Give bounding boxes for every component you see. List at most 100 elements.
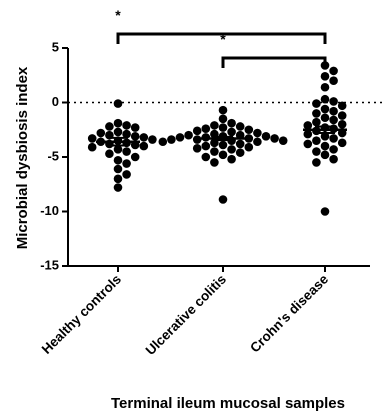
data-point bbox=[312, 158, 321, 167]
data-point bbox=[130, 152, 140, 162]
data-point bbox=[201, 141, 211, 151]
data-point bbox=[227, 127, 236, 137]
data-point bbox=[329, 145, 338, 154]
data-point bbox=[329, 154, 338, 164]
data-point bbox=[244, 142, 254, 152]
data-point bbox=[122, 121, 131, 130]
data-point bbox=[201, 152, 211, 162]
data-point bbox=[227, 154, 236, 164]
data-point bbox=[192, 135, 202, 144]
data-point bbox=[303, 129, 313, 139]
data-point bbox=[122, 170, 131, 179]
data-point bbox=[113, 155, 123, 165]
data-point bbox=[184, 130, 193, 140]
x-category-label: Ulcerative colitis bbox=[143, 272, 229, 358]
data-point bbox=[87, 134, 97, 143]
data-point bbox=[261, 131, 271, 141]
data-point bbox=[320, 141, 330, 151]
data-point bbox=[329, 97, 338, 106]
data-point bbox=[175, 133, 185, 142]
data-point bbox=[253, 128, 262, 138]
data-point bbox=[96, 128, 106, 138]
data-point bbox=[320, 150, 330, 160]
data-point bbox=[329, 134, 338, 143]
data-point bbox=[227, 118, 236, 128]
data-point bbox=[105, 149, 114, 159]
data-point bbox=[227, 145, 236, 154]
data-point bbox=[113, 145, 123, 154]
data-point bbox=[210, 158, 219, 167]
data-point bbox=[105, 122, 114, 131]
x-axis-title: Terminal ileum mucosal samples bbox=[111, 395, 345, 412]
data-point bbox=[122, 129, 131, 139]
data-point bbox=[337, 101, 347, 111]
data-point bbox=[113, 118, 123, 128]
data-point bbox=[192, 143, 202, 153]
data-point bbox=[218, 140, 228, 150]
data-point bbox=[320, 72, 330, 81]
data-point bbox=[244, 134, 254, 143]
data-point bbox=[130, 123, 140, 132]
data-point bbox=[113, 99, 123, 108]
y-tick-label: 5 bbox=[52, 39, 59, 54]
data-point bbox=[235, 122, 245, 131]
data-point bbox=[320, 131, 330, 141]
data-point bbox=[218, 150, 228, 160]
data-point bbox=[329, 76, 338, 85]
significance-label: * bbox=[115, 7, 121, 23]
data-point bbox=[218, 114, 228, 124]
data-point bbox=[278, 136, 288, 145]
data-point bbox=[139, 141, 149, 151]
data-point bbox=[87, 142, 97, 152]
data-point bbox=[270, 134, 279, 143]
data-point bbox=[312, 147, 321, 156]
data-point bbox=[329, 115, 338, 125]
data-point bbox=[337, 111, 347, 120]
data-point bbox=[210, 147, 219, 156]
data-point bbox=[158, 137, 168, 147]
data-point bbox=[218, 123, 228, 132]
data-point bbox=[113, 183, 123, 192]
data-point bbox=[320, 113, 330, 123]
data-point bbox=[320, 94, 330, 104]
y-tick-label: 0 bbox=[52, 94, 59, 109]
data-point bbox=[192, 126, 202, 136]
data-point bbox=[130, 131, 140, 141]
data-point bbox=[337, 138, 347, 148]
y-tick-label: -10 bbox=[40, 203, 59, 218]
data-point bbox=[312, 109, 321, 118]
x-category-label: Healthy controls bbox=[39, 272, 124, 357]
data-point bbox=[329, 66, 338, 76]
data-point bbox=[210, 121, 219, 130]
data-point bbox=[235, 139, 245, 149]
x-category-label: Crohn's disease bbox=[247, 271, 331, 355]
data-point bbox=[329, 106, 338, 116]
significance-label: * bbox=[220, 31, 226, 47]
data-point bbox=[303, 121, 313, 130]
data-point bbox=[139, 133, 149, 142]
data-point bbox=[253, 137, 262, 147]
y-axis-title: Microbial dysbiosis index bbox=[14, 66, 31, 249]
data-point bbox=[320, 82, 330, 92]
significance-bracket bbox=[221, 56, 327, 68]
data-point bbox=[113, 164, 123, 174]
data-point bbox=[148, 135, 157, 144]
data-point bbox=[320, 104, 330, 114]
data-point bbox=[113, 174, 123, 184]
y-tick-label: -5 bbox=[47, 148, 59, 163]
data-point bbox=[312, 99, 321, 108]
data-point bbox=[337, 120, 347, 129]
y-tick-label: -15 bbox=[40, 257, 59, 272]
data-point bbox=[122, 159, 131, 168]
data-point bbox=[218, 195, 228, 204]
data-point bbox=[218, 105, 228, 115]
data-point bbox=[312, 117, 321, 127]
data-point bbox=[122, 147, 131, 156]
data-point bbox=[113, 127, 123, 137]
data-point bbox=[320, 207, 330, 216]
data-point bbox=[244, 125, 254, 135]
data-point bbox=[201, 124, 211, 133]
data-point bbox=[235, 148, 245, 157]
